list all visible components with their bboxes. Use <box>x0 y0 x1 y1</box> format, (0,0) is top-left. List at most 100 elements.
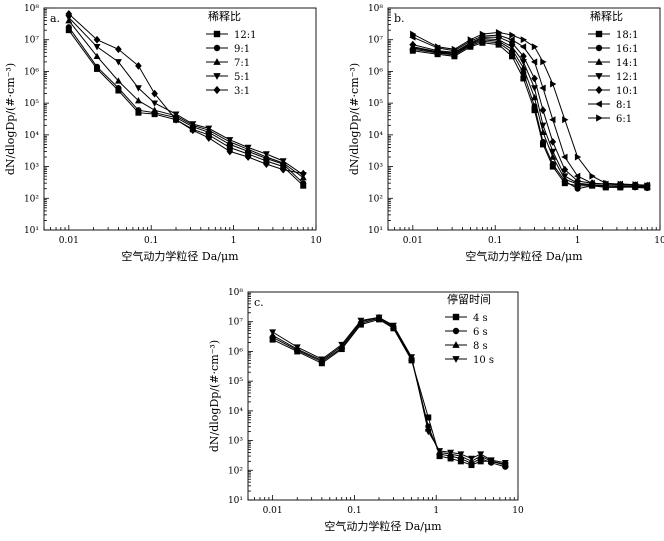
data-point <box>434 43 442 51</box>
legend-label: 4 s <box>473 313 488 324</box>
legend: 稀释比 12:1 9:1 7:1 5:1 3:1 <box>206 10 256 97</box>
y-tick-label: 10² <box>228 466 243 476</box>
data-point <box>93 52 101 59</box>
x-axis-label: 空气动力学粒径 Da/μm <box>121 249 239 263</box>
data-point <box>226 137 234 144</box>
x-tick-label: 1 <box>433 506 439 516</box>
series-line <box>272 316 506 465</box>
chart-panel-1: 0.01 0.1 1 10 10¹ 10² 10³ 10⁴ 10⁵ 10⁶ 10⁷ 10⁸ 空气动力学粒… <box>4 4 322 263</box>
legend-label: 16:1 <box>616 44 638 55</box>
data-point <box>172 111 180 118</box>
legend-label: 7:1 <box>234 58 250 69</box>
series-5 <box>409 33 651 190</box>
data-point <box>479 30 487 38</box>
series-line <box>412 42 648 188</box>
legend-marker <box>595 85 603 95</box>
plot-frame <box>247 291 519 501</box>
data-point <box>226 144 233 151</box>
legend-marker <box>595 58 603 65</box>
y-axis-label: dN/dlogDp/(#·cm⁻³) <box>208 340 221 452</box>
data-point <box>318 356 326 363</box>
data-point <box>93 44 101 51</box>
series-4 <box>269 314 509 467</box>
chart-panel-2: 0.01 0.1 1 10 10¹ 10² 10³ 10⁴ 10⁵ 10⁶ 10⁷ 10⁸ 空气动力学粒… <box>348 4 664 263</box>
data-point <box>531 93 538 101</box>
y-tick-label: 10¹ <box>24 226 39 236</box>
data-point <box>65 24 72 31</box>
data-point <box>574 153 582 161</box>
series-3 <box>409 36 651 190</box>
data-point <box>549 148 557 156</box>
data-point <box>561 153 568 161</box>
legend-marker <box>452 356 460 363</box>
y-tick-label: 10² <box>24 194 39 204</box>
data-point <box>134 85 142 92</box>
legend-marker <box>452 341 460 348</box>
data-point <box>279 158 287 165</box>
legend-label: 3:1 <box>234 86 250 97</box>
data-point <box>425 414 432 421</box>
data-point <box>520 36 528 44</box>
legend-item: 6:1 <box>588 114 632 125</box>
legend-item: 9:1 <box>206 44 250 55</box>
y-tick-label: 10⁸ <box>368 4 383 14</box>
y-tick-label: 10⁴ <box>368 131 383 141</box>
legend-title: 停留时间 <box>447 292 491 306</box>
x-tick-label: 10 <box>512 506 524 516</box>
data-point <box>424 428 432 436</box>
data-point <box>94 63 101 70</box>
legend-marker <box>595 73 603 80</box>
data-point <box>550 80 557 88</box>
data-point <box>410 30 417 38</box>
legend-label: 8 s <box>473 341 488 352</box>
data-point <box>244 153 252 161</box>
x-tick-label: 0.1 <box>347 506 361 516</box>
y-tick-label: 10⁴ <box>228 407 243 417</box>
panel-label: b. <box>394 12 405 25</box>
data-point <box>226 147 234 156</box>
chart-panel-3: 0.01 0.1 1 10 10¹ 10² 10³ 10⁴ 10⁵ 10⁶ 10⁷ 10⁸ 空气动力学粒… <box>208 288 524 533</box>
legend-marker <box>213 85 221 95</box>
data-point <box>540 58 547 66</box>
data-point <box>262 151 270 158</box>
data-point <box>531 43 539 51</box>
legend-label: 6:1 <box>616 114 632 125</box>
data-point <box>509 31 516 39</box>
legend-label: 12:1 <box>616 72 638 83</box>
legend-item: 8 s <box>445 341 488 352</box>
data-point <box>501 460 509 467</box>
legend-item: 18:1 <box>588 30 638 41</box>
data-point <box>603 179 610 187</box>
legend-marker <box>595 30 603 38</box>
y-tick-label: 10³ <box>368 163 383 173</box>
legend-marker <box>596 114 603 122</box>
x-tick-label: 0.01 <box>403 236 423 246</box>
legend-label: 14:1 <box>616 58 638 69</box>
data-point <box>632 181 639 189</box>
data-point <box>588 179 595 187</box>
y-tick-label: 10⁴ <box>24 131 39 141</box>
data-point <box>539 138 546 145</box>
series-line <box>412 34 648 186</box>
legend-label: 8:1 <box>616 100 632 111</box>
legend-marker <box>452 313 460 321</box>
legend-label: 10:1 <box>616 86 638 97</box>
data-point <box>549 137 557 146</box>
data-point <box>644 182 651 190</box>
legend-item: 10:1 <box>588 85 638 97</box>
legend-item: 14:1 <box>588 58 638 69</box>
data-point <box>65 14 73 22</box>
data-point <box>531 74 538 83</box>
data-point <box>530 58 538 66</box>
x-tick-label: 1 <box>575 236 581 246</box>
legend-marker <box>452 327 460 335</box>
panel-label: a. <box>50 12 60 25</box>
data-point <box>468 455 475 463</box>
legend-item: 8:1 <box>588 100 632 111</box>
y-tick-label: 10⁶ <box>368 67 383 77</box>
x-tick-label: 1 <box>231 236 237 246</box>
data-point <box>451 45 459 53</box>
series-line <box>412 36 648 187</box>
legend-label: 10 s <box>473 355 494 366</box>
